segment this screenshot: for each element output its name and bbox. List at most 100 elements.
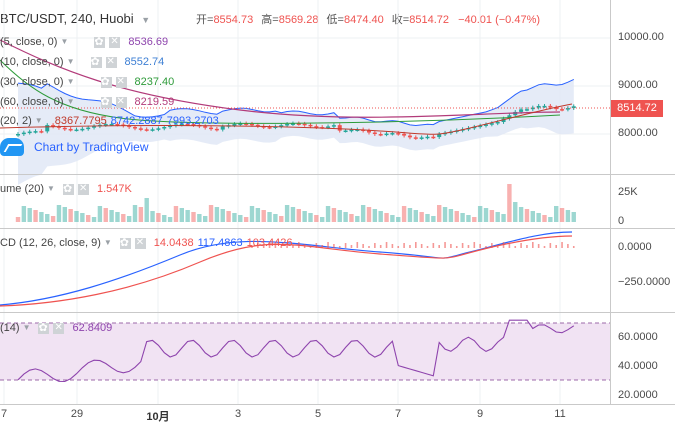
chevron-down-icon[interactable]: ▼ xyxy=(34,116,43,125)
chevron-down-icon[interactable]: ▼ xyxy=(66,57,75,66)
macd-histogram-bar xyxy=(438,245,440,248)
chevron-down-icon[interactable]: ▼ xyxy=(66,77,75,86)
volume-bar xyxy=(156,213,161,222)
macd-histogram-bar xyxy=(397,246,400,248)
chevron-down-icon[interactable]: ▼ xyxy=(22,323,31,332)
close-icon[interactable] xyxy=(105,54,117,70)
volume-bar xyxy=(126,216,132,222)
macd-histogram-bar xyxy=(280,246,283,248)
macd-histogram-bar xyxy=(315,243,318,248)
volume-bar xyxy=(15,217,21,222)
candle-body xyxy=(92,126,97,128)
volume-bars xyxy=(15,184,576,222)
time-tick: 29 xyxy=(70,408,84,420)
candle-body xyxy=(109,123,114,126)
volume-bar xyxy=(226,211,231,222)
volume-legend[interactable]: ume (20) ▼ 1.547K xyxy=(0,181,132,197)
rsi-line xyxy=(0,319,610,383)
candle-body xyxy=(156,128,161,130)
chevron-down-icon[interactable]: ▼ xyxy=(66,97,75,106)
candle-body xyxy=(326,126,331,128)
macd-histogram-bar xyxy=(496,245,499,248)
volume-bar xyxy=(442,207,448,222)
settings-icon[interactable] xyxy=(100,94,112,110)
symbol-header[interactable]: BTC/USDT, 240, Huobi ▼ xyxy=(0,10,150,28)
volume-bar xyxy=(554,206,559,222)
ma-legend[interactable]: (30, close, 0)▼ 8237.40 xyxy=(0,74,174,90)
volume-bar xyxy=(425,214,430,222)
settings-icon[interactable] xyxy=(119,235,131,251)
candle-body xyxy=(162,126,167,129)
volume-bar xyxy=(372,209,378,222)
volume-bar xyxy=(138,207,144,222)
change-value: −40.01 (−0.47%) xyxy=(458,14,541,26)
volume-bar xyxy=(542,215,547,222)
candle-body xyxy=(33,131,38,133)
pane-separator[interactable] xyxy=(0,312,675,313)
volume-bar xyxy=(302,211,307,222)
chevron-down-icon[interactable]: ▼ xyxy=(103,238,112,247)
candle-body xyxy=(542,105,547,108)
price-tick: 9000.00 xyxy=(618,79,658,91)
close-icon[interactable] xyxy=(77,181,89,197)
ma30-line xyxy=(0,59,561,124)
ma-legend-value: 8219.59 xyxy=(134,96,175,108)
volume-bar xyxy=(162,215,167,222)
candle-body xyxy=(203,126,208,128)
volume-bar xyxy=(109,210,114,222)
chart-canvas[interactable] xyxy=(0,0,610,404)
volume-bar xyxy=(62,207,67,222)
tradingview-watermark[interactable]: Chart by TradingView xyxy=(0,138,149,156)
candle-body xyxy=(127,125,132,128)
candle-body xyxy=(16,134,20,136)
rsi-legend[interactable]: (14) ▼ 62.8409 xyxy=(0,320,112,336)
settings-icon[interactable] xyxy=(100,74,112,90)
macd-legend[interactable]: CD (12, 26, close, 9) ▼ 14.0438 117.4863… xyxy=(0,235,293,251)
volume-bar xyxy=(179,208,184,222)
volume-bar xyxy=(360,205,366,222)
macd-signal-line xyxy=(0,235,573,307)
candle-body xyxy=(150,129,155,131)
close-icon[interactable] xyxy=(115,94,127,110)
chevron-down-icon[interactable]: ▼ xyxy=(47,184,55,193)
symbol-title[interactable]: BTC/USDT, 240, Huobi xyxy=(0,11,134,26)
ma-legend[interactable]: (10, close, 0)▼ 8552.74 xyxy=(0,54,164,70)
candle-body xyxy=(478,125,483,128)
close-icon[interactable] xyxy=(53,320,65,336)
close-icon[interactable] xyxy=(115,74,127,90)
macd-histogram-bar xyxy=(537,244,540,248)
settings-icon[interactable] xyxy=(94,34,106,50)
pane-separator[interactable] xyxy=(0,228,675,229)
volume-bar xyxy=(559,208,565,222)
volume-bar xyxy=(203,216,208,222)
macd-histogram-bar xyxy=(274,244,277,248)
volume-bar xyxy=(343,212,348,222)
candle-body xyxy=(571,106,576,109)
volume-bar xyxy=(431,216,436,222)
symbol-dropdown-icon[interactable]: ▼ xyxy=(141,15,151,25)
pane-separator[interactable] xyxy=(0,174,675,175)
bb-legend[interactable]: (20, 2) ▼ 8367.7795 8742.2887 7993.2703 xyxy=(0,115,219,127)
volume-bar xyxy=(454,211,459,222)
settings-icon[interactable] xyxy=(38,320,50,336)
ma-legend[interactable]: (5, close, 0)▼ 8536.69 xyxy=(0,34,168,50)
settings-icon[interactable] xyxy=(90,54,102,70)
macd-histogram-bar xyxy=(350,245,353,248)
volume-bar xyxy=(448,209,454,222)
volume-bar xyxy=(91,217,97,222)
close-icon[interactable] xyxy=(109,34,121,50)
candle-body xyxy=(296,123,301,125)
ma-legend-name: (5, close, 0) xyxy=(0,36,58,48)
settings-icon[interactable] xyxy=(62,181,74,197)
macd-histogram-bar xyxy=(479,244,481,248)
volume-bar xyxy=(191,212,196,222)
ma-legend[interactable]: (60, close, 0)▼ 8219.59 xyxy=(0,94,174,110)
volume-bar xyxy=(331,208,337,222)
volume-bar xyxy=(349,214,354,222)
candle-body xyxy=(285,124,290,126)
close-icon[interactable] xyxy=(134,235,146,251)
candle-body xyxy=(238,123,243,125)
chevron-down-icon[interactable]: ▼ xyxy=(60,37,69,46)
volume-bar xyxy=(80,213,85,222)
candle-body xyxy=(86,127,91,130)
